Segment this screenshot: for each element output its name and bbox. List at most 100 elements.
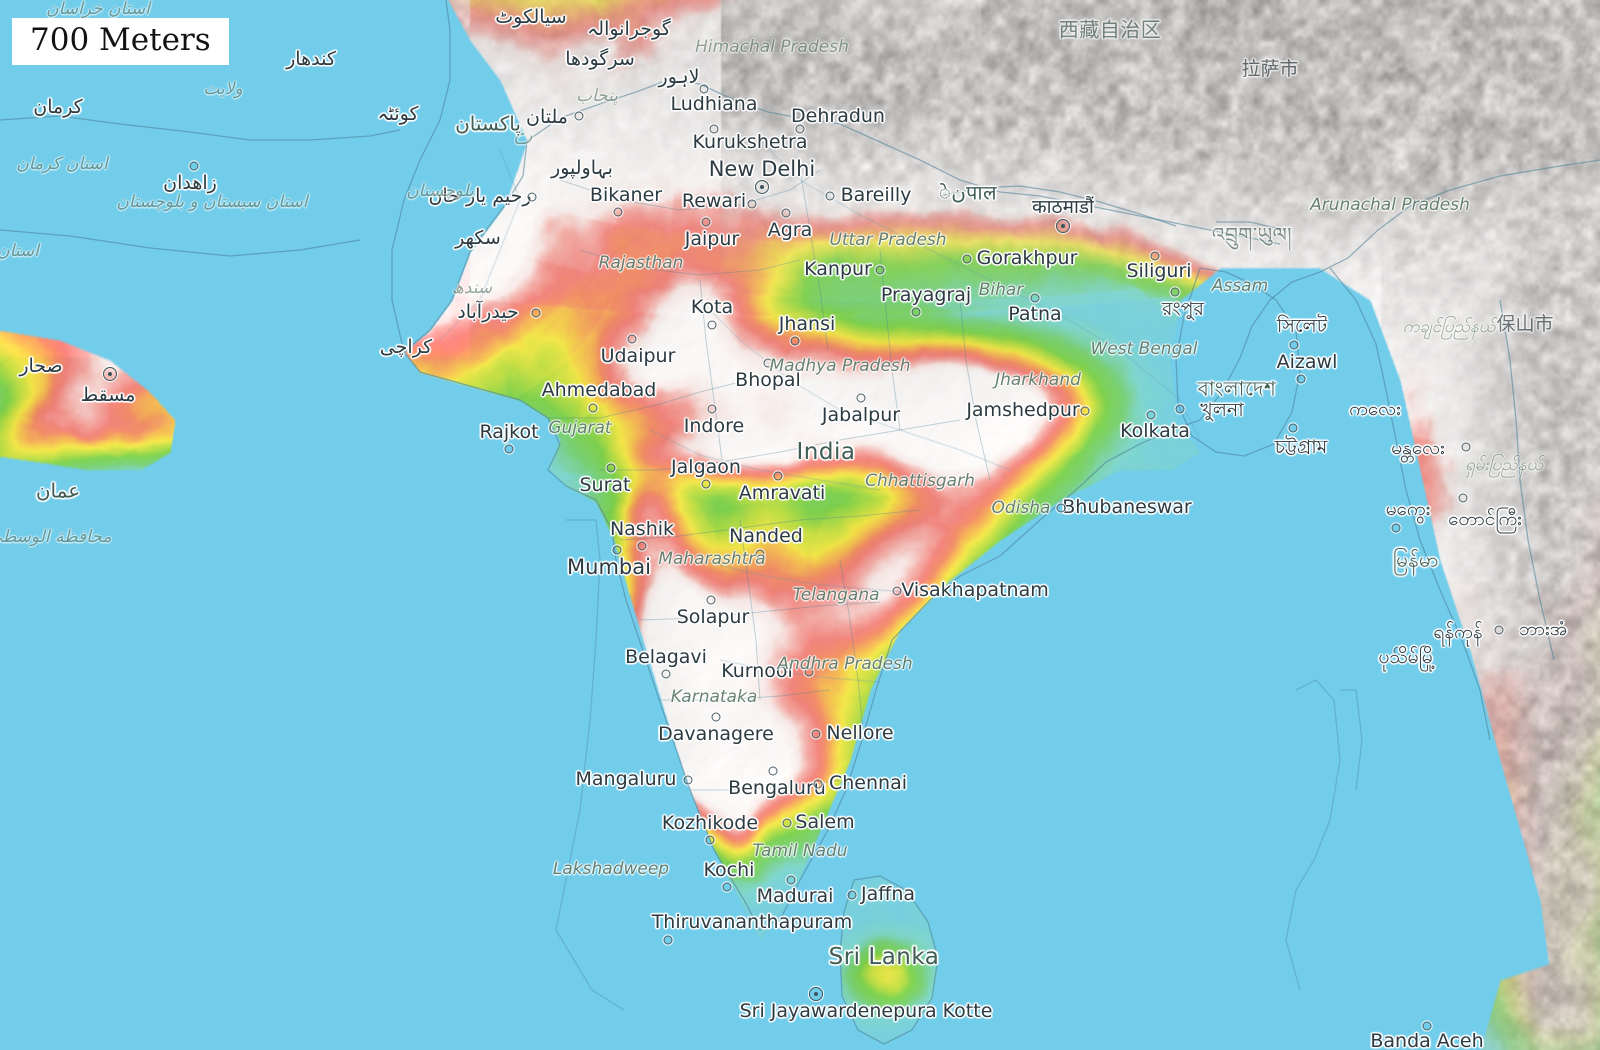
city-label-text: Nashik xyxy=(609,518,675,541)
city-label-text: Kota xyxy=(690,296,734,319)
city-label-text: ملتان xyxy=(526,106,568,129)
city-label-text: رحیم یار خان xyxy=(428,185,532,208)
city-label-text: Amravati xyxy=(738,482,826,505)
state-label-: پنجاب xyxy=(575,86,619,107)
state-label-gujarat: Gujarat xyxy=(548,419,611,438)
city-marker-icon xyxy=(722,882,732,892)
state-label-lakshadweep: Lakshadweep xyxy=(553,860,669,879)
city-label-text: တောင်ကြီး xyxy=(1448,508,1522,531)
city-label-text: Dehradun xyxy=(791,105,885,128)
city-marker-icon xyxy=(606,463,616,473)
country-label-text: پاکستان xyxy=(455,111,521,136)
city-marker-icon xyxy=(782,818,792,828)
city-marker-icon xyxy=(1391,523,1401,533)
city-label-surat: Surat xyxy=(579,474,631,497)
city-marker-icon xyxy=(962,254,972,264)
state-label-himachal-pradesh: Himachal Pradesh xyxy=(695,37,849,58)
city-label-: کرمان xyxy=(33,97,82,118)
city-label-text: 保山市 xyxy=(1496,313,1554,336)
city-label-text: Jamshedpur xyxy=(966,399,1080,422)
state-label-text: استان xyxy=(0,241,39,262)
country-label-: 西藏自治区 xyxy=(1059,19,1162,41)
city-label-text: Bareilly xyxy=(840,184,912,207)
city-label-solapur: Solapur xyxy=(677,607,750,628)
city-label-: ပုသိမ်မြို့ xyxy=(1378,647,1435,668)
city-label-text: کندھار xyxy=(286,48,336,71)
city-label-text: Kanpur xyxy=(804,258,872,281)
city-label-bhopal: Bhopal xyxy=(735,370,801,391)
state-label-chhattisgarh: Chhattisgarh xyxy=(865,471,975,492)
state-label-assam: Assam xyxy=(1212,277,1268,296)
city-label-: চট্টগ্রাম xyxy=(1274,436,1328,459)
city-marker-icon xyxy=(627,334,637,344)
city-label-text: Jabalpur xyxy=(821,404,901,427)
city-marker-icon xyxy=(747,199,757,209)
city-label-text: Patna xyxy=(1008,303,1062,326)
city-marker-icon xyxy=(1080,406,1090,416)
city-label-text: Kolkata xyxy=(1120,420,1190,443)
city-label-: काठमाडौं xyxy=(1032,197,1094,218)
city-label-new-delhi: New Delhi xyxy=(709,158,816,180)
city-label-belagavi: Belagavi xyxy=(625,647,707,668)
country-label-: বাংলাদেশ xyxy=(1198,378,1277,400)
state-label-text: بلوچستان xyxy=(406,181,474,202)
state-label-rajasthan: Rajasthan xyxy=(599,254,684,273)
state-label-text: ရှမ်းပြည်နယ် xyxy=(1464,455,1544,476)
city-marker-icon xyxy=(781,208,791,218)
city-label-aizawl: Aizawl xyxy=(1277,352,1338,373)
city-label-text: Jaipur xyxy=(684,228,740,251)
state-label-text: ကချင်ပြည်နယ် xyxy=(1402,317,1496,338)
city-label-: کراچی xyxy=(380,337,432,358)
city-label-text: کوئٹہ xyxy=(377,103,419,126)
city-label-dehradun: Dehradun xyxy=(791,105,885,128)
city-label-bhubaneswar: Bhubaneswar xyxy=(1062,496,1192,519)
city-label-jamshedpur: Jamshedpur xyxy=(966,399,1080,422)
city-label-text: Rajkot xyxy=(479,421,539,444)
city-label-: کوئٹہ xyxy=(377,103,419,126)
city-marker-icon xyxy=(1296,374,1306,384)
city-label-text: Agra xyxy=(767,219,813,242)
state-label-text: Chhattisgarh xyxy=(865,471,975,492)
country-label-text: عمان xyxy=(35,478,81,503)
country-label-text: འབྲུག་ཡུལ། xyxy=(1211,222,1293,247)
city-marker-icon xyxy=(683,775,693,785)
city-marker-icon xyxy=(701,479,711,489)
state-label-madhya-pradesh: Madhya Pradesh xyxy=(769,356,911,377)
city-label-: খুলনা xyxy=(1200,400,1244,421)
state-label-text: Himachal Pradesh xyxy=(695,37,849,58)
city-label-: ဘားအံ xyxy=(1519,619,1567,640)
city-label-: ملتان xyxy=(526,106,568,129)
city-label-jhansi: Jhansi xyxy=(779,314,836,335)
city-label-text: চট্টগ্রাম xyxy=(1274,436,1328,459)
city-label-text: Salem xyxy=(795,811,855,834)
city-label-nashik: Nashik xyxy=(609,518,675,541)
city-label-: ကလေး xyxy=(1349,399,1401,420)
city-label-text: Bengaluru xyxy=(728,777,826,800)
city-label-: لاہور xyxy=(659,67,700,88)
city-marker-icon xyxy=(768,766,778,776)
city-label-text: Bhubaneswar xyxy=(1062,496,1192,519)
state-label-text: Madhya Pradesh xyxy=(769,356,911,377)
country-label-sri-lanka: Sri Lanka xyxy=(829,945,940,969)
city-label-text: Surat xyxy=(579,474,631,497)
city-label-nellore: Nellore xyxy=(826,723,893,744)
state-label-text: Jharkhand xyxy=(995,370,1081,391)
city-label-text: Sri Jayawardenepura Kotte xyxy=(739,1000,993,1023)
state-label-text: ولايت xyxy=(203,79,243,100)
city-label-thiruvananthapuram: Thiruvananthapuram xyxy=(652,912,853,933)
city-label-prayagraj: Prayagraj xyxy=(881,285,971,306)
city-marker-icon xyxy=(661,669,671,679)
city-label-text: Kurukshetra xyxy=(692,131,808,154)
city-marker-icon xyxy=(755,549,765,559)
state-label-text: پنجاب xyxy=(575,86,619,107)
city-label-text: Siliguri xyxy=(1126,260,1192,283)
state-label-text: Andhra Pradesh xyxy=(777,654,913,675)
city-label-: بہاولپور xyxy=(551,158,613,179)
country-label-text: Sri Lanka xyxy=(828,943,940,970)
city-marker-icon xyxy=(786,875,796,885)
city-label-: မကွေး xyxy=(1386,499,1431,520)
city-label-jalgaon: Jalgaon xyxy=(671,457,741,478)
city-marker-icon xyxy=(701,217,711,227)
city-marker-icon xyxy=(1030,293,1040,303)
